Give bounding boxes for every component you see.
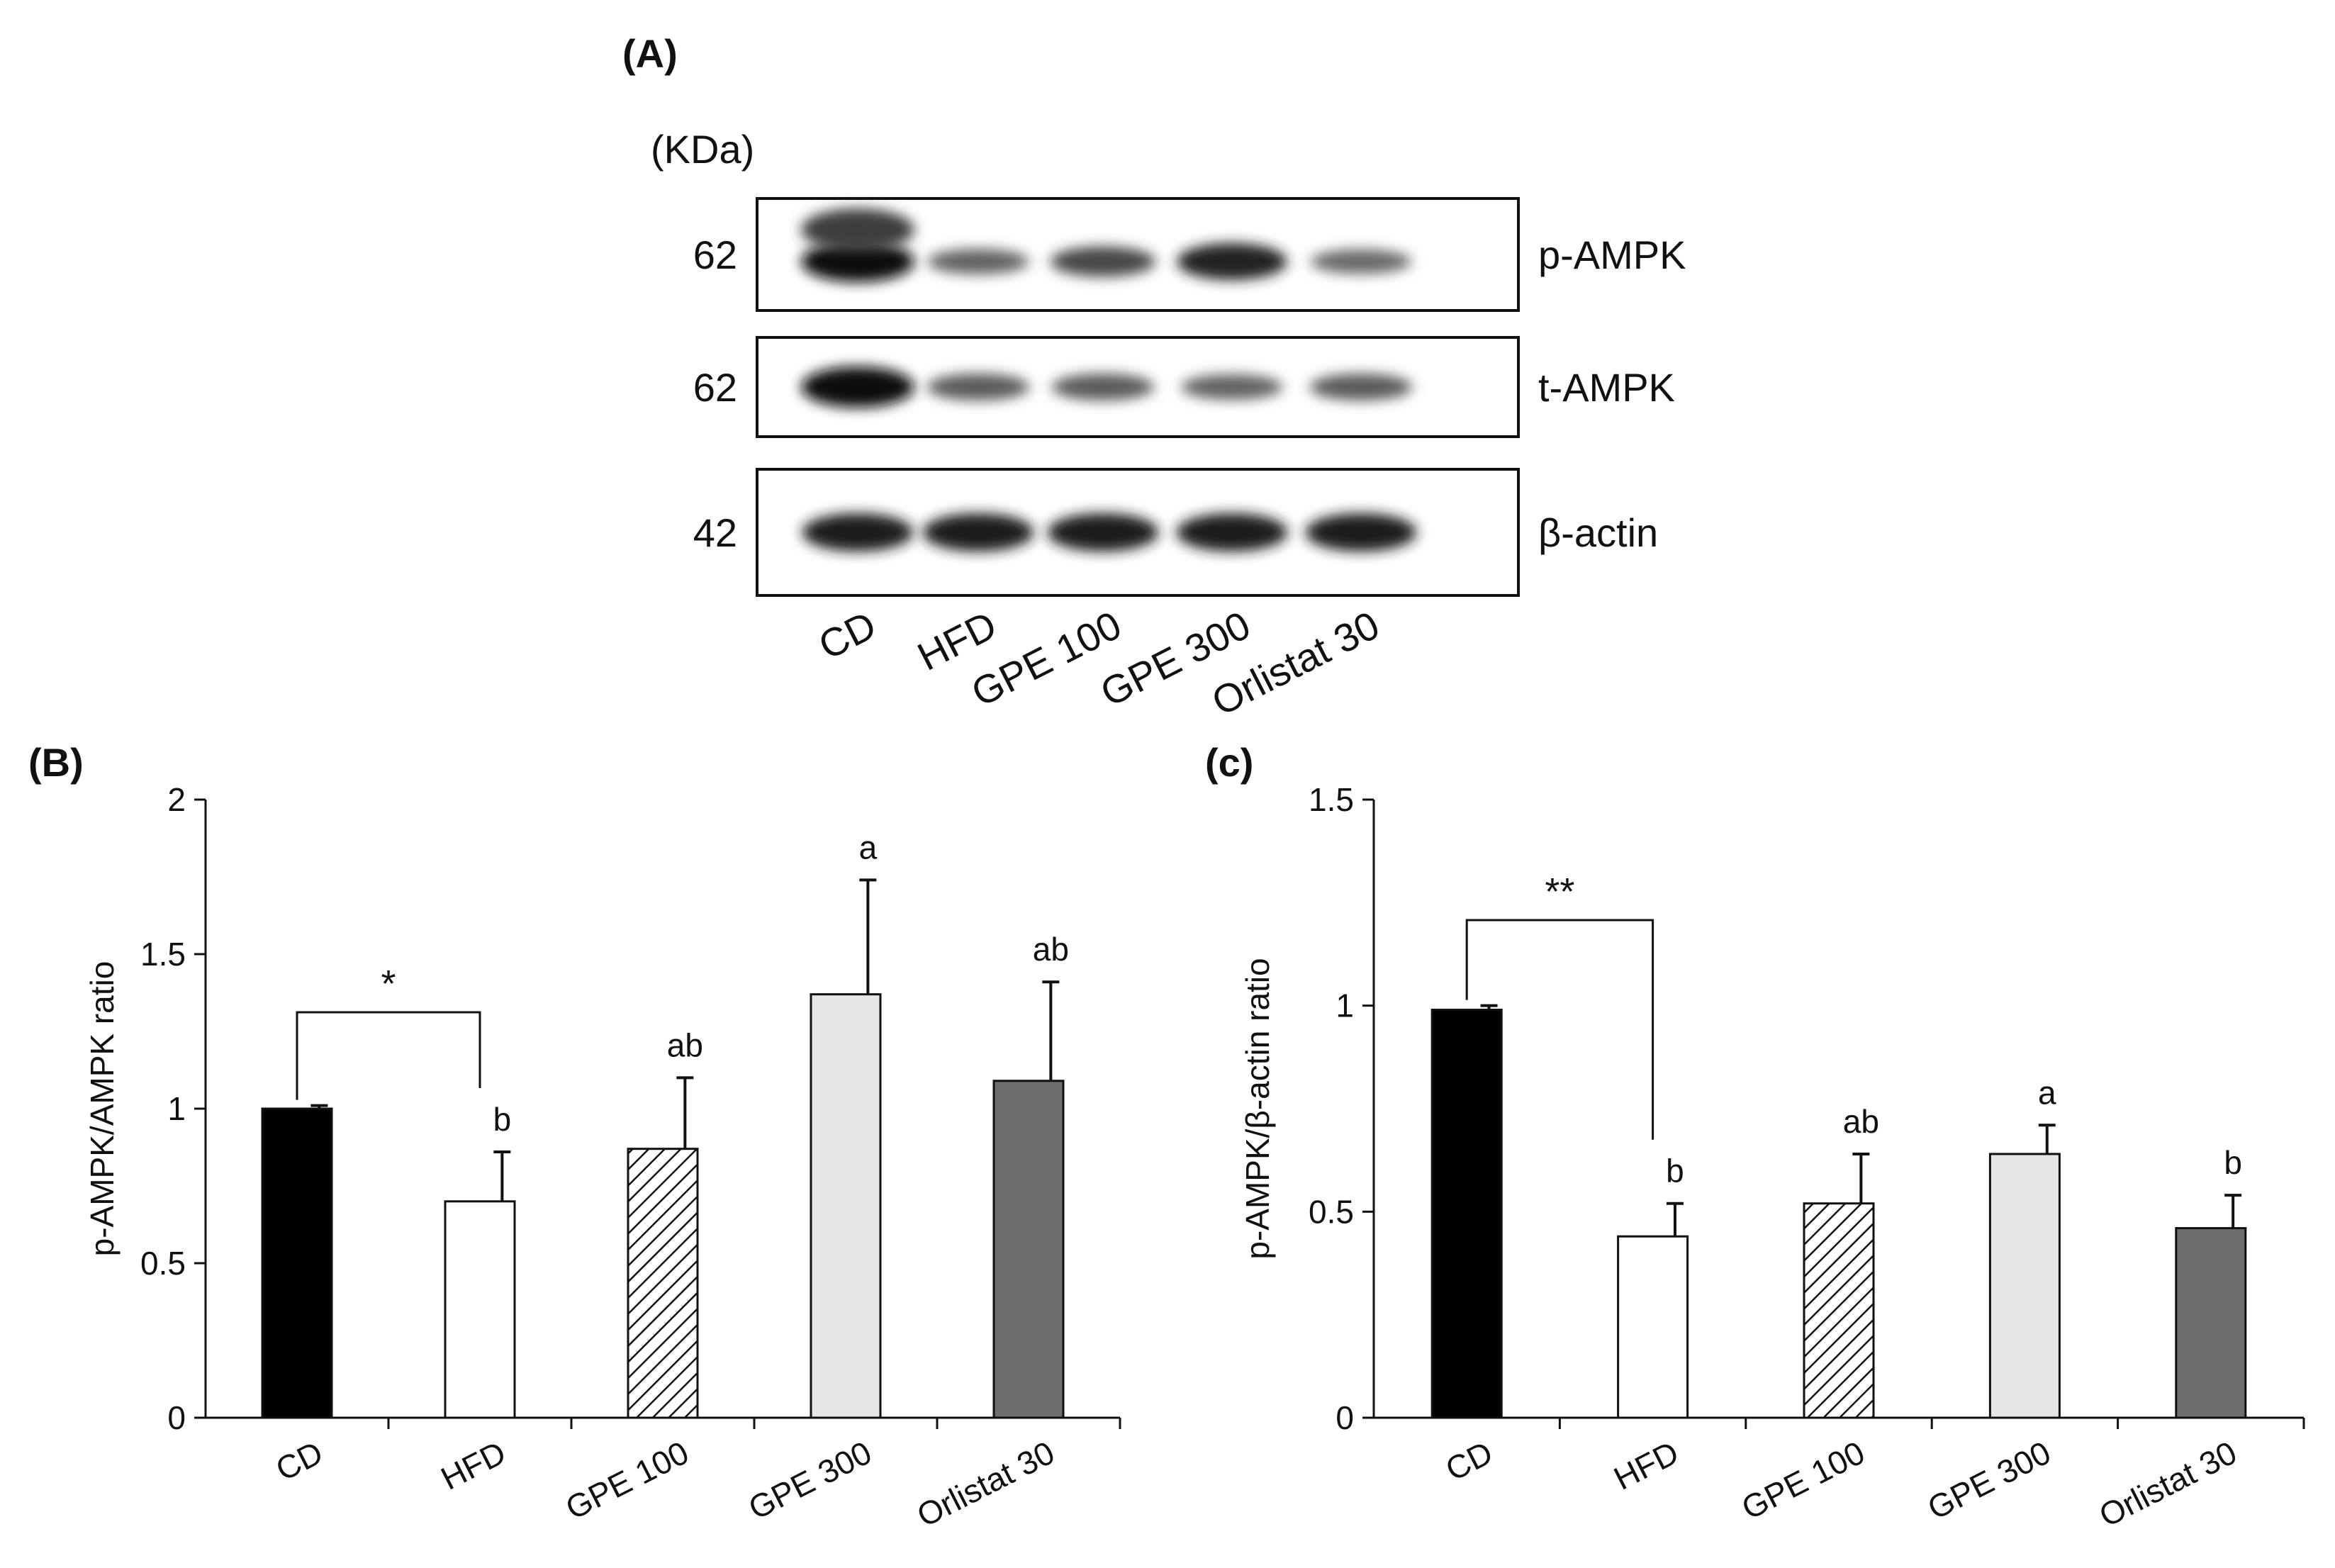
y-tick-label: 1.5: [140, 936, 186, 973]
y-tick-label: 0.5: [140, 1245, 186, 1282]
panel-b-label: (B): [28, 740, 84, 785]
bar-chart-p-ampk-ampk: 0 0.5 1 1.5 2 p-AMPK/AMPK ratio CD b HFD ab GPE 10…: [84, 781, 1121, 1535]
category-label-hfd: HFD: [435, 1434, 512, 1497]
category-label-gpe-100: GPE 100: [1736, 1434, 1871, 1527]
category-label-orlistat-30: Orlistat 30: [2093, 1434, 2242, 1535]
significance-letter: ab: [1843, 1103, 1879, 1140]
blot-band: [1309, 374, 1413, 401]
significance-marker: *: [381, 963, 396, 1005]
y-tick-label: 0: [167, 1399, 186, 1436]
protein-label-t-ampk: t-AMPK: [1538, 365, 1675, 410]
significance-bracket: [1465, 919, 1654, 1140]
bar-gpe-100: [1803, 1202, 1875, 1419]
y-tick-label: 1: [167, 1090, 186, 1127]
category-label-orlistat-30: Orlistat 30: [911, 1434, 1060, 1535]
significance-letter: ab: [667, 1026, 703, 1063]
category-label-cd: CD: [270, 1434, 329, 1489]
blot-band: [801, 366, 914, 408]
significance-letter: b: [2224, 1144, 2242, 1181]
blot-band: [1177, 243, 1287, 280]
blot-band: [1310, 249, 1412, 274]
significance-letter: a: [2038, 1074, 2056, 1111]
y-axis-title: p-AMPK/β-actin ratio: [1239, 958, 1276, 1259]
blot-band: [1176, 513, 1288, 551]
bar-gpe-100: [627, 1148, 699, 1419]
bar-cd: [1430, 1008, 1503, 1419]
blot-band: [1050, 246, 1156, 277]
blot-band: [1181, 374, 1283, 400]
blot-band: [926, 374, 1030, 401]
bar-gpe-300: [1988, 1153, 2061, 1419]
blot-band: [927, 249, 1029, 274]
y-axis-title: p-AMPK/AMPK ratio: [84, 961, 121, 1257]
significance-letter: b: [493, 1101, 512, 1138]
kda-value: 42: [693, 510, 737, 555]
bar-orlistat-30: [2175, 1227, 2247, 1419]
blot-band: [1051, 374, 1155, 401]
blot-row-p-ampk: 62 p-AMPK: [693, 197, 1686, 312]
category-label-hfd: HFD: [1608, 1434, 1684, 1497]
y-tick-label: 1: [1336, 987, 1354, 1024]
lane-label-cd: CD: [812, 603, 883, 668]
blot-row-t-ampk: 62 t-AMPK: [693, 336, 1675, 438]
y-tick-label: 0: [1336, 1399, 1354, 1436]
blot-row-actin: 42 β-actin: [693, 468, 1658, 597]
category-label-gpe-300: GPE 300: [743, 1434, 878, 1527]
category-label-gpe-100: GPE 100: [560, 1434, 695, 1527]
category-label-gpe-300: GPE 300: [1922, 1434, 2056, 1527]
blot-band: [1047, 513, 1159, 551]
bar-chart-p-ampk-beta-actin: 00.511.5p-AMPK/β-actin ratioCDbHFDabGPE …: [1239, 781, 2305, 1535]
significance-letter: ab: [1033, 931, 1069, 968]
significance-marker: **: [1545, 870, 1574, 913]
significance-letter: a: [859, 829, 878, 866]
bar-hfd: [1617, 1235, 1689, 1419]
y-tick-label: 2: [167, 781, 186, 818]
panel-a-label: (A): [622, 31, 678, 76]
panel-c-label: (c): [1205, 740, 1253, 785]
bar-cd: [261, 1107, 333, 1419]
blot-band: [801, 241, 914, 282]
bar-orlistat-30: [992, 1080, 1065, 1419]
kda-value: 62: [693, 233, 737, 277]
blot-band: [1305, 513, 1417, 551]
kda-value: 62: [693, 365, 737, 410]
kda-label: (KDa): [651, 127, 754, 172]
y-tick-label: 0.5: [1309, 1193, 1354, 1230]
blot-band: [922, 513, 1034, 551]
y-tick-label: 1.5: [1309, 781, 1354, 818]
blot-band: [802, 513, 914, 551]
bar-gpe-300: [810, 993, 882, 1419]
category-label-cd: CD: [1440, 1434, 1499, 1489]
protein-label-actin: β-actin: [1538, 510, 1658, 555]
significance-bracket: [296, 1011, 481, 1100]
blot-band-smear: [801, 208, 914, 251]
bar-hfd: [444, 1200, 516, 1419]
significance-letter: b: [1666, 1153, 1684, 1189]
protein-label-p-ampk: p-AMPK: [1538, 233, 1686, 277]
